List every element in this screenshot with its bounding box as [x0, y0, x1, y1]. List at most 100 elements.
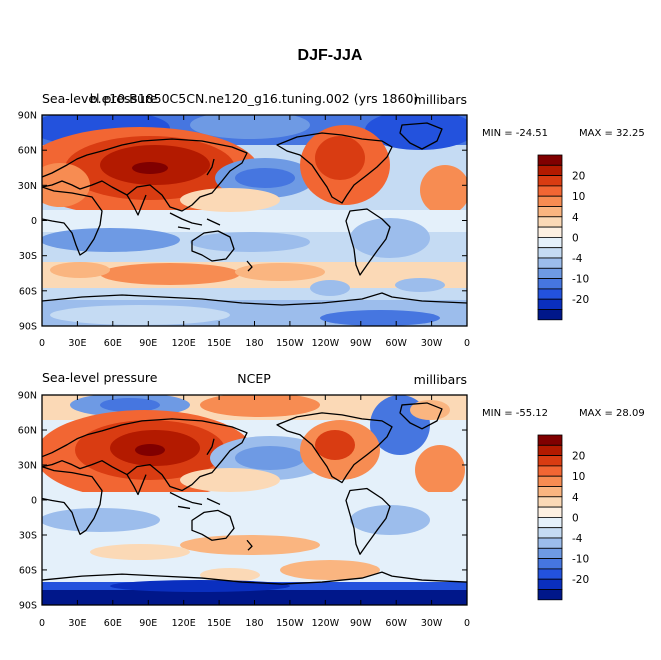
panel-b-y-axis: 90N 60N 30N 0 30S 60S 90S — [18, 391, 37, 612]
colorbar-swatch — [537, 154, 563, 166]
panel-a-contour-field — [42, 115, 467, 326]
x-tick-label: 150E — [207, 618, 231, 629]
colorbar-swatch — [537, 185, 563, 197]
colorbar-swatch — [537, 486, 563, 498]
x-tick-label: 60E — [104, 338, 122, 349]
x-tick-label: 120W — [312, 618, 340, 629]
x-tick-label: 90W — [350, 338, 372, 349]
panel-a-center-header: b.e10.B1850C5CN.ne120_g16.tuning.002 (yr… — [90, 91, 419, 106]
colorbar-swatch — [537, 547, 563, 559]
x-tick-label: 0 — [39, 338, 45, 349]
y-tick-label: 0 — [31, 216, 37, 227]
colorbar-swatch — [537, 475, 563, 487]
colorbar-label: 10 — [572, 471, 585, 483]
x-tick-label: 90E — [139, 618, 157, 629]
y-tick-label: 90N — [18, 391, 37, 402]
colorbar-label: 0 — [572, 232, 579, 244]
colorbar-swatch — [537, 589, 563, 601]
colorbar-swatch — [537, 558, 563, 570]
colorbar-swatch — [537, 164, 563, 177]
colorbar-swatch — [537, 206, 563, 218]
map-panel-model: Sea-level pressure b.e10.B1850C5CN.ne120… — [18, 91, 645, 349]
y-tick-label: 90N — [18, 111, 37, 122]
colorbar-swatch — [537, 578, 563, 590]
colorbar-swatch — [537, 257, 563, 269]
y-tick-label: 30N — [18, 461, 37, 472]
x-tick-label: 150E — [207, 338, 231, 349]
x-tick-label: 0 — [464, 338, 470, 349]
colorbar-swatch — [537, 455, 563, 467]
colorbar-swatch — [537, 465, 563, 477]
x-tick-label: 30E — [68, 618, 86, 629]
panel-a-max-label: MAX = 32.25 — [579, 128, 645, 139]
colorbar-label: 0 — [572, 512, 579, 524]
colorbar-swatch — [537, 527, 563, 539]
panel-b-min-label: MIN = -55.12 — [482, 408, 548, 419]
x-tick-label: 0 — [464, 618, 470, 629]
y-tick-label: 30N — [18, 181, 37, 192]
x-tick-label: 150W — [276, 618, 304, 629]
colorbar-swatch — [537, 506, 563, 518]
x-tick-label: 30W — [421, 618, 443, 629]
panel-b-colorbar: 20 10 4 0 -4 -10 -20 — [537, 434, 589, 601]
map-panel-ncep: Sea-level pressure NCEP millibars MIN = … — [18, 370, 645, 629]
colorbar-swatch — [537, 195, 563, 207]
figure-title: DJF-JJA — [298, 47, 363, 64]
x-tick-label: 60E — [104, 618, 122, 629]
x-tick-label: 120E — [172, 618, 196, 629]
panel-b-right-header: millibars — [414, 372, 467, 387]
x-tick-label: 180 — [245, 338, 263, 349]
colorbar-swatch — [537, 298, 563, 310]
y-tick-label: 60S — [19, 286, 37, 297]
panel-a-y-axis: 90N 60N 30N 0 30S 60S 90S — [18, 111, 37, 333]
x-tick-label: 180 — [245, 618, 263, 629]
colorbar-swatch — [537, 288, 563, 300]
y-tick-label: 90S — [19, 601, 37, 612]
colorbar-swatch — [537, 267, 563, 279]
x-tick-label: 150W — [276, 338, 304, 349]
colorbar-label: 10 — [572, 191, 585, 203]
y-tick-label: 30S — [19, 251, 37, 262]
x-tick-label: 90W — [350, 618, 372, 629]
x-tick-label: 60W — [385, 338, 407, 349]
x-tick-label: 90E — [139, 338, 157, 349]
panel-b-x-axis: 0 30E 60E 90E 120E 150E 180 150W 120W 90W 60W 30W 0 — [39, 618, 470, 629]
y-tick-label: 60S — [19, 566, 37, 577]
y-tick-label: 30S — [19, 531, 37, 542]
colorbar-swatch — [537, 247, 563, 259]
colorbar-swatch — [537, 517, 563, 529]
panel-a-colorbar: 20 10 4 0 -4 -10 -20 — [537, 154, 589, 321]
colorbar-label: -20 — [572, 294, 589, 306]
colorbar-label: 4 — [572, 212, 579, 224]
colorbar-swatch — [537, 568, 563, 580]
colorbar-label: -4 — [572, 533, 583, 545]
colorbar-label: -10 — [572, 274, 589, 286]
colorbar-label: 20 — [572, 451, 585, 463]
panel-a-x-axis: 0 30E 60E 90E 120E 150E 180 150W 120W 90W 60W 30W 0 — [39, 338, 470, 349]
x-tick-label: 120W — [312, 338, 340, 349]
colorbar-label: -20 — [572, 574, 589, 586]
x-tick-label: 0 — [39, 618, 45, 629]
panel-b-center-header: NCEP — [237, 371, 271, 386]
colorbar-swatch — [537, 236, 563, 249]
colorbar-swatch — [537, 309, 563, 321]
colorbar-label: -10 — [572, 554, 589, 566]
x-tick-label: 30W — [421, 338, 443, 349]
colorbar-swatch — [537, 216, 563, 228]
x-tick-label: 30E — [68, 338, 86, 349]
colorbar-label: 4 — [572, 492, 579, 504]
colorbar-swatch — [537, 434, 563, 446]
y-tick-label: 90S — [19, 322, 37, 333]
colorbar-swatch — [537, 537, 563, 549]
x-tick-label: 60W — [385, 618, 407, 629]
y-tick-label: 0 — [31, 496, 37, 507]
colorbar-swatch — [537, 175, 563, 187]
colorbar-swatch — [537, 278, 563, 290]
y-tick-label: 60N — [18, 146, 37, 157]
panel-a-left-header: Sea-level pressure — [42, 91, 158, 106]
x-tick-label: 120E — [172, 338, 196, 349]
panel-b-contour-field — [42, 395, 467, 605]
panel-a-min-label: MIN = -24.51 — [482, 128, 548, 139]
panel-b-max-label: MAX = 28.09 — [579, 408, 645, 419]
